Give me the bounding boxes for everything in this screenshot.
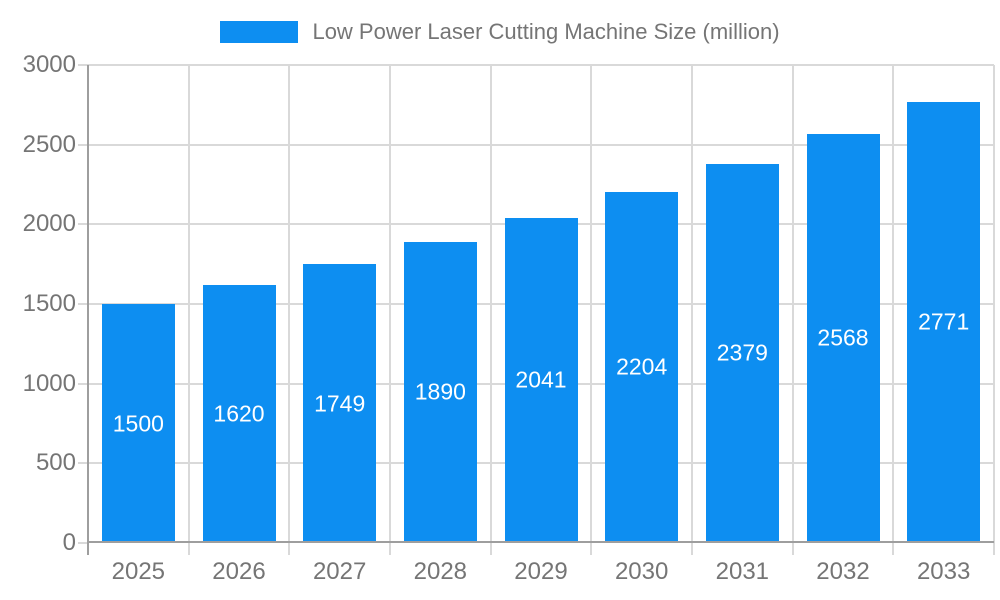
bar-value-label: 1620 [213, 400, 265, 427]
legend-swatch [220, 21, 299, 43]
y-axis-tick [78, 542, 88, 544]
bar-value-label: 2204 [616, 353, 668, 380]
x-axis-tick [288, 543, 291, 555]
bar-value-label: 1500 [112, 410, 164, 436]
x-axis-tick-label: 2027 [312, 558, 367, 585]
y-axis-tick-label: 0 [62, 529, 76, 556]
x-axis-tick [892, 543, 895, 555]
x-axis-tick [187, 543, 190, 555]
x-axis-tick-label: 2031 [715, 558, 770, 585]
y-axis-tick-label: 1500 [22, 290, 76, 317]
y-axis-tick [78, 382, 88, 385]
plot-area: 1500 1620 1749 1890 2041 2204 2379 2568 2771 [78, 64, 995, 555]
y-axis-tick [78, 64, 88, 66]
bar [806, 133, 880, 543]
x-axis-tick-label: 2025 [111, 558, 166, 585]
bar [605, 191, 679, 543]
x-axis-tick-label: 2032 [816, 558, 870, 585]
bar [202, 284, 276, 543]
x-axis-line [88, 541, 994, 543]
bar [907, 101, 981, 543]
x-axis-tick-label: 2030 [614, 558, 669, 585]
x-axis-tick-label: 2026 [212, 558, 266, 585]
x-gridline [791, 65, 794, 543]
y-gridline [88, 64, 994, 66]
y-axis-tick [78, 303, 88, 305]
y-axis-tick-label: 3000 [22, 51, 76, 78]
y-axis-tick-label: 1000 [22, 369, 76, 397]
bar [504, 217, 578, 543]
bar [101, 304, 175, 543]
x-axis-tick-label: 2033 [916, 558, 971, 585]
bar-value-label: 2379 [716, 339, 768, 366]
bar-value-label: 2568 [817, 324, 869, 351]
bar-value-label: 1749 [314, 390, 366, 417]
bar-value-label: 2041 [515, 366, 567, 393]
y-gridline [88, 143, 994, 146]
x-axis-tick [590, 543, 593, 555]
x-gridline [288, 65, 291, 543]
y-axis-tick-label: 500 [35, 449, 76, 477]
y-axis-tick-label: 2500 [22, 130, 76, 158]
x-gridline [892, 65, 895, 543]
x-gridline [590, 65, 593, 543]
bar [403, 241, 477, 543]
legend: Low Power Laser Cutting Machine Size (mi… [0, 20, 1000, 44]
y-axis-tick-label: 2000 [22, 210, 76, 238]
bar [303, 264, 377, 543]
x-gridline [389, 65, 391, 543]
x-axis-tick-label: 2029 [514, 558, 568, 585]
y-axis-tick [78, 223, 88, 226]
x-axis-tick [791, 543, 794, 555]
x-gridline [691, 65, 693, 543]
x-axis-tick-label: 2028 [413, 558, 468, 585]
y-axis-tick [78, 462, 88, 465]
legend-label: Low Power Laser Cutting Machine Size (mi… [312, 19, 780, 44]
x-gridline [187, 65, 190, 543]
y-axis-line [87, 65, 89, 555]
bar-value-label: 1890 [414, 378, 466, 405]
x-axis-tick [691, 543, 693, 555]
x-gridline [489, 65, 492, 543]
bar [705, 163, 779, 543]
x-axis-tick [389, 543, 391, 555]
x-axis-tick [993, 543, 995, 555]
y-axis-tick [78, 143, 88, 146]
x-axis-tick [489, 543, 492, 555]
x-gridline [993, 65, 995, 543]
bar-value-label: 2771 [918, 308, 970, 335]
